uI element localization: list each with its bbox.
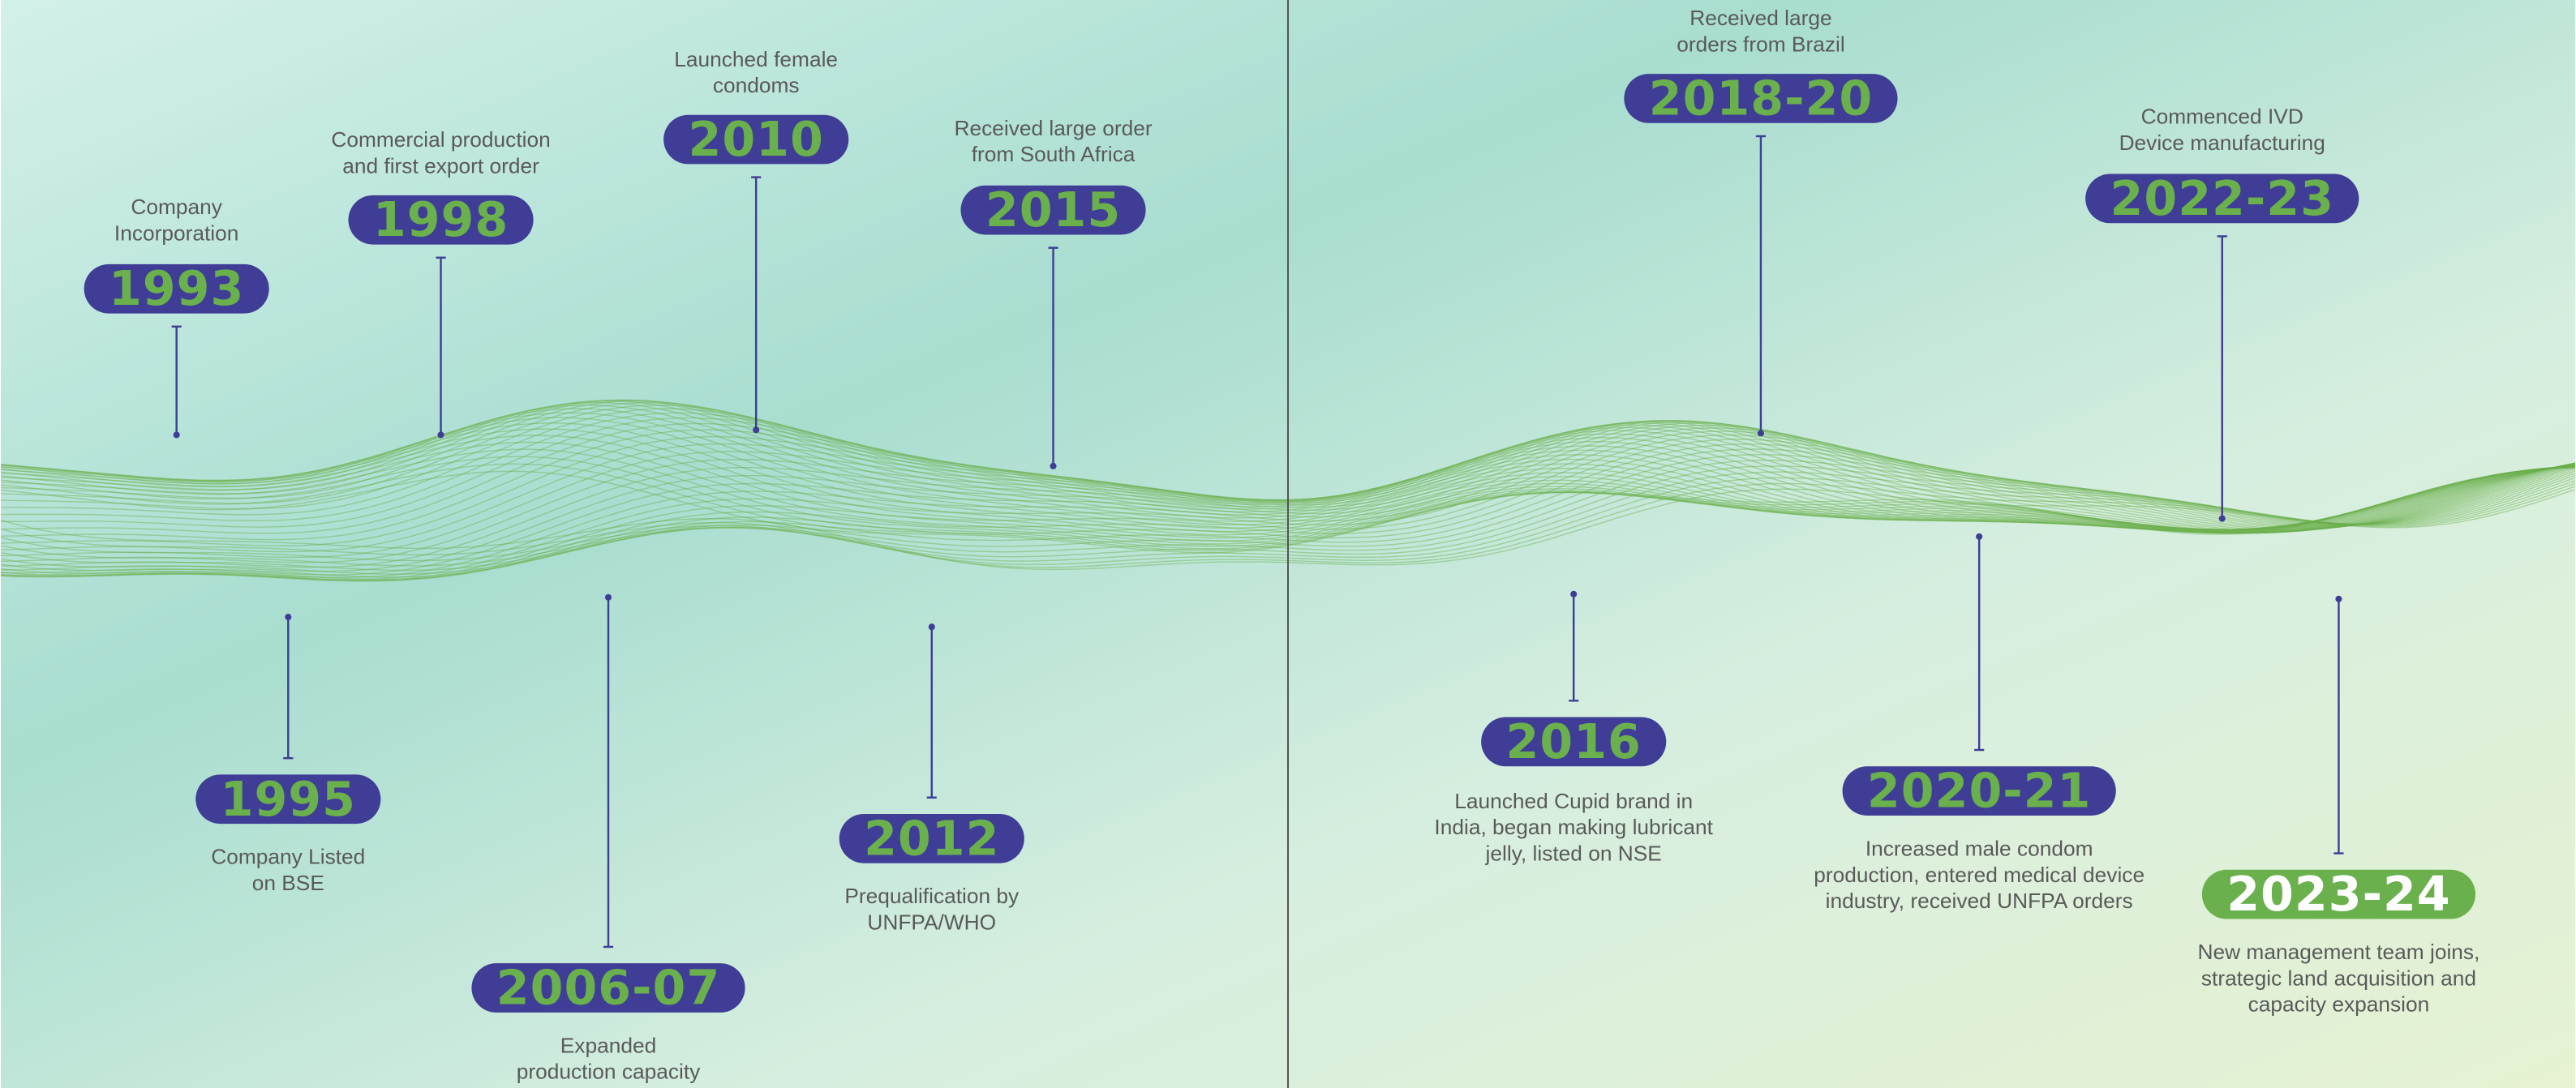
year-label: 2018-20 [1649,71,1873,126]
description: Increased male condom [1865,836,2093,860]
page: 1993 CompanyIncorporation 1995 Company List… [0,0,2576,1088]
year-label: 1995 [221,772,356,827]
description: UNFPA/WHO [867,910,996,935]
description: capacity expansion [2248,992,2430,1017]
description: jelly, listed on NSE [1485,842,1662,866]
description: Prequalification by [844,884,1020,908]
description: production, entered medical device [1814,863,2145,887]
description: New management team joins, [2198,940,2480,964]
dot [437,431,444,438]
year-label: 1993 [109,261,244,316]
description: Company Listed [211,845,365,869]
dot [929,623,935,630]
dot [1758,430,1764,436]
dot [2219,516,2226,522]
description: Commercial production [331,127,550,152]
dot [174,431,180,438]
timeline: 1993 CompanyIncorporation 1995 Company List… [0,0,2576,1088]
dot [753,426,759,433]
year-label: 1998 [373,192,509,247]
description: Commenced IVD [2141,105,2303,129]
year-label: 2020-21 [1867,764,2091,819]
year-label: 2023-24 [2226,867,2450,922]
description: Company [131,195,222,219]
description: Expanded [560,1033,656,1057]
description: and first export order [342,153,539,178]
description: Received large order [954,116,1152,140]
description: India, began making lubricant [1434,815,1713,839]
description: orders from Brazil [1677,32,1845,57]
description: production capacity [517,1060,701,1084]
description: from South Africa [972,142,1136,166]
description: Launched Cupid brand in [1454,789,1693,813]
year-label: 2022-23 [2110,171,2334,226]
description: on BSE [252,871,324,895]
description: Incorporation [114,221,239,245]
description: condoms [713,73,800,97]
year-label: 2016 [1506,714,1642,769]
dot [1570,591,1577,598]
description: strategic land acquisition and [2201,966,2476,990]
description: industry, received UNFPA orders [1826,889,2133,913]
dot [1976,533,1982,540]
dot [2335,596,2342,602]
dot [605,594,612,601]
description: Device manufacturing [2119,131,2325,155]
year-label: 2015 [985,182,1121,238]
description: Launched female [674,47,838,71]
dot [1050,463,1057,469]
year-label: 2012 [864,811,999,866]
year-label: 2006-07 [496,961,720,1016]
dot [285,614,291,620]
year-label: 2010 [688,112,823,167]
description: Received large [1689,6,1831,30]
